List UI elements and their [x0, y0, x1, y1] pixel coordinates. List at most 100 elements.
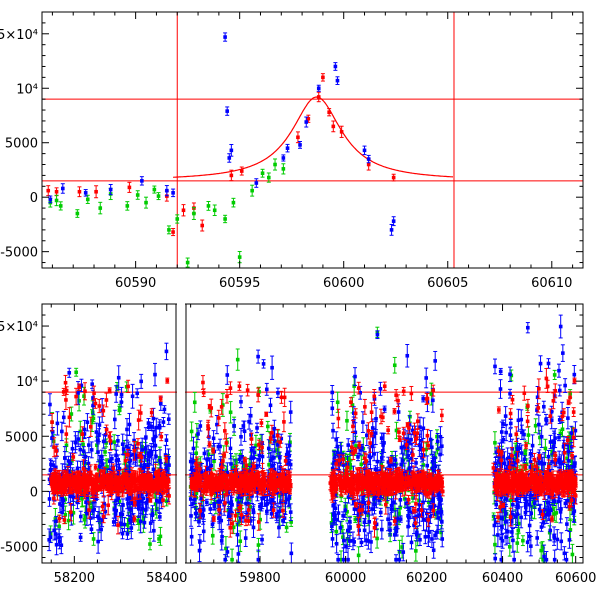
x-tick-label: 60605 — [427, 276, 468, 291]
data-point — [76, 391, 80, 395]
data-point — [52, 528, 56, 533]
data-point — [75, 211, 80, 216]
data-point — [159, 434, 164, 439]
data-point — [157, 425, 162, 430]
data-point — [118, 405, 122, 410]
data-point — [251, 508, 256, 512]
data-point — [188, 459, 193, 464]
data-point — [74, 474, 79, 479]
data-point — [128, 518, 132, 522]
data-point — [132, 480, 137, 484]
data-point — [366, 162, 371, 167]
data-point — [71, 455, 76, 459]
data-point — [274, 448, 278, 452]
data-point — [212, 504, 217, 509]
data-point — [218, 468, 223, 472]
data-point — [97, 423, 102, 427]
data-point — [70, 459, 74, 463]
data-point — [48, 468, 53, 473]
data-point — [264, 387, 269, 392]
data-point — [71, 495, 76, 500]
data-point — [256, 543, 261, 547]
data-point — [212, 208, 217, 213]
data-point — [138, 519, 143, 524]
data-point — [50, 436, 54, 441]
x-tick-label: 60595 — [219, 276, 260, 291]
data-point — [111, 520, 116, 524]
data-point — [171, 230, 175, 234]
data-point — [97, 486, 102, 490]
data-point — [60, 510, 64, 515]
data-point — [216, 500, 220, 504]
data-point — [223, 557, 228, 562]
data-point — [166, 417, 171, 421]
data-point — [122, 450, 126, 455]
data-point — [194, 511, 199, 516]
data-point — [188, 497, 193, 501]
data-point — [288, 410, 293, 414]
data-point — [103, 450, 107, 454]
data-point — [77, 385, 81, 390]
y-tick-label: -5000 — [0, 246, 38, 261]
data-point — [63, 512, 68, 517]
data-point — [229, 173, 234, 178]
data-point — [151, 437, 155, 441]
data-point — [127, 459, 132, 464]
data-point — [110, 456, 114, 461]
data-point — [155, 484, 159, 488]
data-point — [82, 517, 87, 522]
data-point — [54, 542, 59, 547]
data-point — [202, 451, 207, 456]
y-tick-label: 0 — [30, 191, 38, 206]
data-point — [57, 539, 62, 544]
data-point — [125, 532, 130, 536]
data-point — [85, 197, 90, 202]
data-point — [281, 519, 285, 523]
data-point — [223, 217, 227, 221]
data-point — [164, 438, 169, 442]
data-point — [127, 470, 131, 474]
data-point — [251, 525, 256, 530]
data-point — [144, 500, 149, 505]
data-point — [272, 467, 277, 472]
data-point — [130, 501, 135, 506]
data-point — [101, 408, 106, 413]
data-point — [231, 525, 236, 530]
data-point — [199, 484, 203, 489]
data-point — [136, 441, 140, 446]
data-point — [167, 494, 171, 498]
data-point — [201, 508, 206, 512]
data-point — [230, 503, 234, 507]
x-tick-label: 60610 — [531, 276, 572, 291]
data-point — [110, 468, 115, 473]
data-point — [96, 539, 100, 544]
data-point — [64, 398, 68, 402]
data-point — [279, 500, 283, 505]
data-point — [158, 534, 163, 539]
data-point — [185, 260, 190, 265]
data-point — [389, 228, 394, 232]
data-point — [156, 194, 161, 198]
data-point — [156, 471, 160, 475]
data-point — [194, 495, 198, 500]
data-point — [116, 523, 120, 527]
data-point — [189, 534, 194, 539]
data-point — [296, 135, 300, 140]
data-point — [135, 193, 140, 197]
data-point — [210, 522, 215, 527]
data-point — [228, 446, 233, 451]
data-point — [241, 424, 246, 428]
data-point — [249, 456, 254, 461]
data-point — [223, 429, 227, 433]
data-point — [139, 499, 144, 504]
data-point — [237, 384, 242, 389]
data-point — [61, 415, 66, 420]
data-point — [165, 482, 169, 487]
data-point — [81, 442, 85, 447]
data-point — [200, 223, 205, 228]
data-point — [48, 197, 53, 202]
data-point — [83, 191, 88, 195]
data-point — [115, 384, 119, 389]
data-point — [68, 461, 73, 466]
data-point — [280, 492, 285, 497]
